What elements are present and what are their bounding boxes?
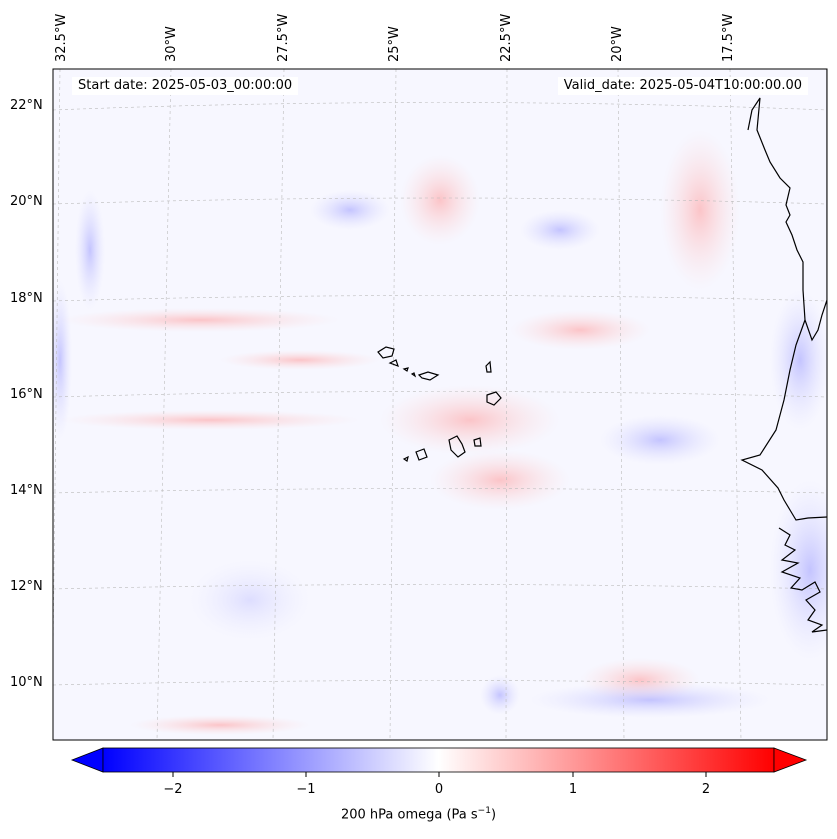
- cape-verde-islands: [377, 346, 502, 462]
- valid-date-label: Valid_date: 2025-05-04T10:00:00.00: [557, 77, 808, 95]
- coastline-senegal: [740, 319, 827, 521]
- colorbar-label: 200 hPa omega (Pa s−1): [340, 806, 497, 823]
- colorbar-tick: −2: [163, 782, 183, 797]
- colorbar-tick: −1: [296, 782, 316, 797]
- start-date-label: Start date: 2025-05-03_00:00:00: [72, 77, 299, 95]
- colorbar: [70, 747, 808, 777]
- lat-label-16N: 16°N: [10, 387, 43, 402]
- lat-label-14N: 14°N: [10, 483, 43, 498]
- colorbar-tick: 1: [568, 782, 578, 797]
- lat-label-12N: 12°N: [10, 579, 43, 594]
- lat-label-22N: 22°N: [10, 98, 43, 113]
- coastline-guinea: [778, 527, 827, 633]
- colorbar-tick: 2: [701, 782, 711, 797]
- lat-label-20N: 20°N: [10, 194, 43, 209]
- colorbar-tick: 0: [434, 782, 444, 797]
- lat-label-10N: 10°N: [10, 675, 43, 690]
- coastline-africa: [747, 69, 827, 342]
- lat-label-18N: 18°N: [10, 291, 43, 306]
